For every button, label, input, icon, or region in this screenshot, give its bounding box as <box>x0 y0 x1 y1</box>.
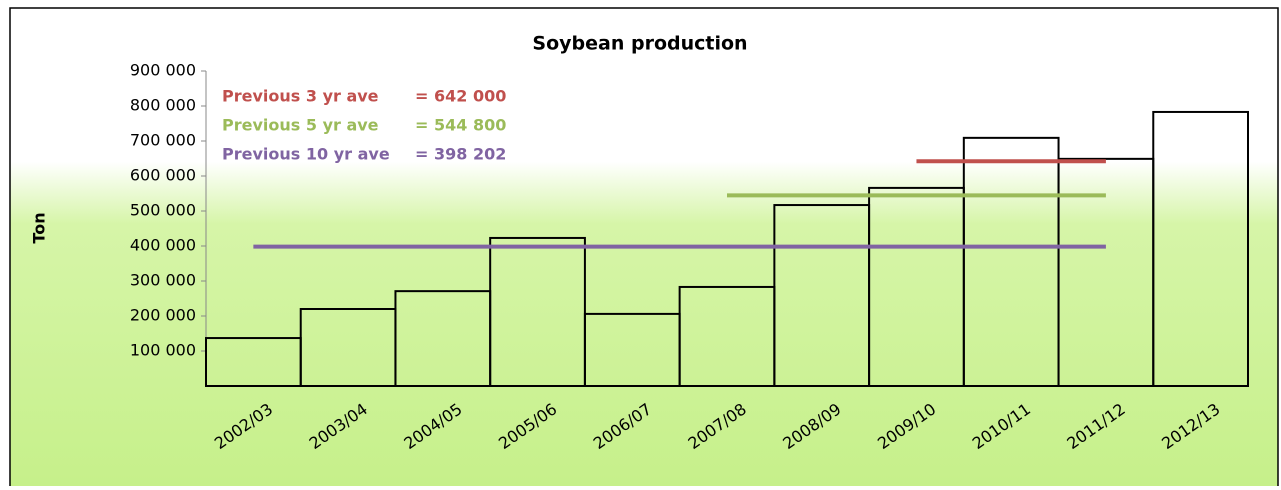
y-tick-label: 800 000 <box>130 96 196 115</box>
y-tick-label: 300 000 <box>130 271 196 290</box>
y-tick-label: 700 000 <box>130 131 196 150</box>
y-tick-label: 500 000 <box>130 201 196 220</box>
legend-value: = 642 000 <box>415 87 506 106</box>
bar <box>489 236 586 387</box>
legend-value: = 398 202 <box>415 145 506 164</box>
legend-name: Previous 3 yr ave <box>222 87 379 106</box>
legend-value: = 544 800 <box>415 116 506 135</box>
y-tick-label: 100 000 <box>130 341 196 360</box>
y-tick-label: 600 000 <box>130 166 196 185</box>
y-tick-label: 400 000 <box>130 236 196 255</box>
bar <box>1152 110 1249 387</box>
legend-name: Previous 10 yr ave <box>222 145 390 164</box>
y-axis-label: Ton <box>30 212 49 243</box>
y-tick-label: 900 000 <box>130 61 196 80</box>
y-tick-label: 200 000 <box>130 306 196 325</box>
chart-title: Soybean production <box>532 33 747 55</box>
legend-name: Previous 5 yr ave <box>222 116 379 135</box>
